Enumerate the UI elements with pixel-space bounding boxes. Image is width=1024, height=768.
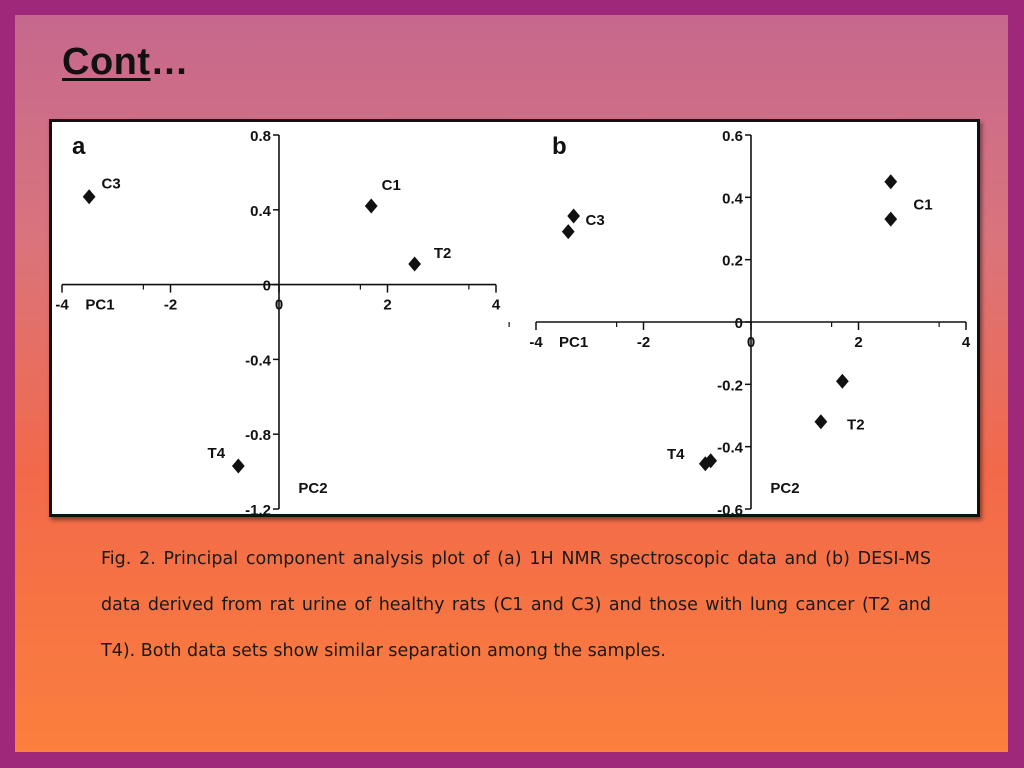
panel-a-y-tick-label: -0.8 — [245, 427, 271, 444]
panel-b-xlabel: PC1 — [559, 334, 588, 351]
panel-a-x-tick-label: -2 — [164, 297, 177, 314]
panel-a-point-c1 — [364, 198, 378, 214]
slide-title-main: Cont — [62, 41, 151, 83]
panel-a-y-tick-label: 0.8 — [250, 128, 271, 145]
panel-b-y-tick-label: 0 — [735, 315, 743, 332]
panel-a-point-t2 — [408, 256, 421, 272]
panel-a-point-label-t4: T4 — [208, 445, 226, 462]
panel-b-ylabel: PC2 — [770, 480, 799, 497]
panel-b-y-tick-label: -0.4 — [717, 440, 744, 457]
panel-b-point-c1 — [884, 174, 898, 190]
pca-charts: a -4 -2 0 2 4 0.8 0.4 0 -0.4 -0.8 -1.2 PC1 PC2 C3 C1 T2 T… — [55, 128, 971, 514]
panel-a-ylabel: PC2 — [298, 480, 327, 497]
panel-b-point-label-t4: T4 — [667, 446, 685, 463]
panel-b-y-tick-label: 0.2 — [722, 253, 743, 270]
panel-b-point-label-c1: C1 — [913, 197, 932, 214]
panel-a-y-tick-label: -1.2 — [245, 502, 271, 514]
panel-b-point-c3 — [561, 224, 575, 240]
slide-title: Cont… — [62, 41, 189, 84]
panel-b-point-c1 — [884, 211, 898, 227]
panel-b-x-tick-label: 0 — [747, 334, 755, 351]
panel-a-point-c3 — [82, 189, 96, 205]
panel-a-y-tick-label: -0.4 — [245, 352, 272, 369]
panel-b-point-t4 — [704, 453, 718, 469]
panel-a-y-tick-label: 0 — [263, 278, 271, 295]
panel-b-point-c3 — [567, 208, 580, 224]
panel-a-label: a — [72, 133, 86, 160]
panel-a-x-tick-label: -4 — [55, 297, 69, 314]
panel-b-x-tick-label: 4 — [962, 334, 971, 351]
panel-b-x-tick-label: -2 — [637, 334, 650, 351]
panel-b-label: b — [552, 133, 567, 160]
panel-a-xlabel: PC1 — [85, 297, 114, 314]
panel-a-point-label-c3: C3 — [102, 176, 121, 193]
panel-a-point-t4 — [231, 458, 245, 474]
panel-a-x-tick-label: 4 — [492, 297, 501, 314]
panel-a-point-label-c1: C1 — [382, 177, 401, 194]
figure-caption: Fig. 2. Principal component analysis plo… — [101, 549, 931, 661]
pca-figure: a -4 -2 0 2 4 0.8 0.4 0 -0.4 -0.8 -1.2 PC1 PC2 C3 C1 T2 T… — [49, 119, 980, 517]
panel-b-x-tick-label: -4 — [529, 334, 543, 351]
slide-background: Cont… a -4 -2 0 2 4 0.8 0.4 0 -0.4 -0.8 -1.2 PC1 PC2 C… — [15, 15, 1008, 752]
panel-b-y-tick-label: 0.6 — [722, 128, 743, 145]
panel-a-x-tick-label: 2 — [383, 297, 391, 314]
panel-a-x-tick-label: 0 — [275, 297, 283, 314]
panel-b-y-tick-label: -0.2 — [717, 377, 743, 394]
slide-title-ellipsis: … — [150, 41, 190, 83]
panel-b-y-tick-label: 0.4 — [722, 190, 744, 207]
panel-a-y-tick-label: 0.4 — [250, 203, 272, 220]
panel-b-point-label-c3: C3 — [586, 212, 605, 229]
panel-b-point-label-t2: T2 — [847, 416, 865, 433]
panel-b-y-tick-label: -0.6 — [717, 502, 743, 514]
panel-b-point-t2 — [814, 414, 828, 430]
panel-b-x-tick-label: 2 — [854, 334, 862, 351]
panel-b-point-t2 — [836, 373, 849, 389]
panel-a-point-label-t2: T2 — [434, 245, 452, 262]
